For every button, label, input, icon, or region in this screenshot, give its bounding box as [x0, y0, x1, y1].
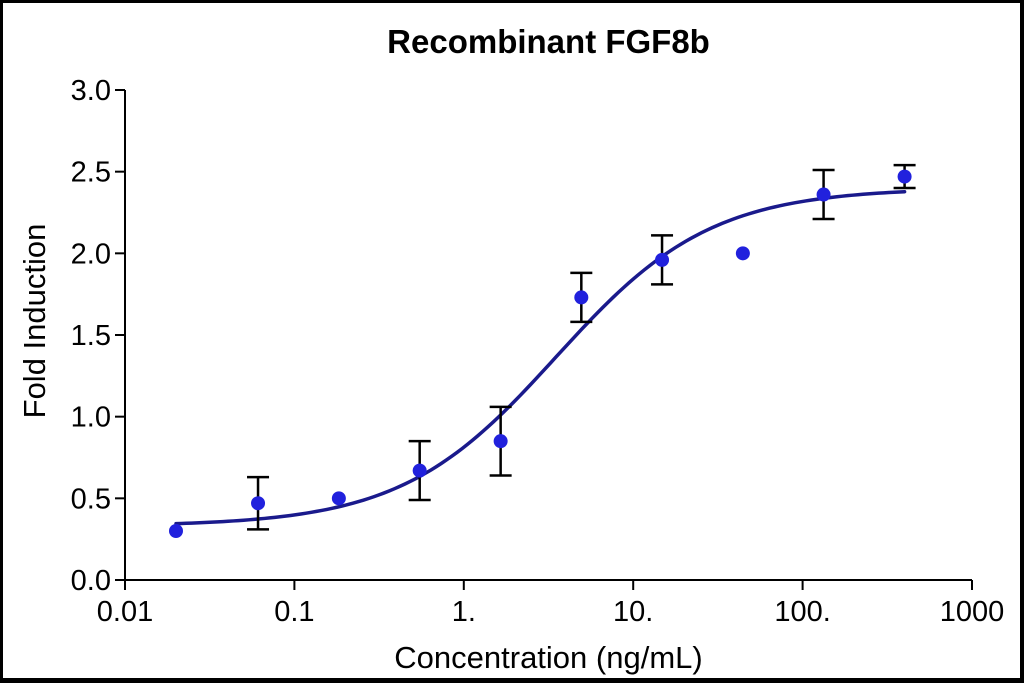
y-tick-label: 3.0: [71, 75, 111, 107]
x-tick-label: 1000: [940, 596, 1005, 628]
data-point-marker: [897, 169, 912, 184]
data-point-marker: [251, 496, 266, 511]
data-point-marker: [735, 246, 750, 261]
data-point-marker: [816, 187, 831, 202]
y-tick-label: 1.5: [71, 320, 111, 352]
data-point-marker: [574, 290, 589, 305]
x-tick-label: 10.: [613, 596, 653, 628]
chart-title: Recombinant FGF8b: [387, 23, 710, 60]
data-point-marker: [655, 252, 670, 267]
x-axis-label: Concentration (ng/mL): [394, 640, 703, 675]
x-tick-label: 1.: [452, 596, 476, 628]
y-tick-label: 2.0: [71, 238, 111, 270]
x-tick-label: 0.01: [97, 596, 153, 628]
fit-curve: [174, 189, 907, 526]
data-point-marker: [493, 434, 508, 449]
y-tick-label: 0.5: [71, 483, 111, 515]
y-axis-label: Fold Induction: [17, 223, 52, 419]
data-point-marker: [168, 524, 183, 538]
x-tick-label: 100.: [774, 596, 830, 628]
data-point-marker: [331, 491, 346, 506]
y-tick-label: 0.0: [71, 565, 111, 597]
data-point-marker: [412, 463, 427, 478]
y-tick-label: 1.0: [71, 402, 111, 434]
y-tick-label: 2.5: [71, 157, 111, 189]
x-tick-label: 0.1: [274, 596, 314, 628]
